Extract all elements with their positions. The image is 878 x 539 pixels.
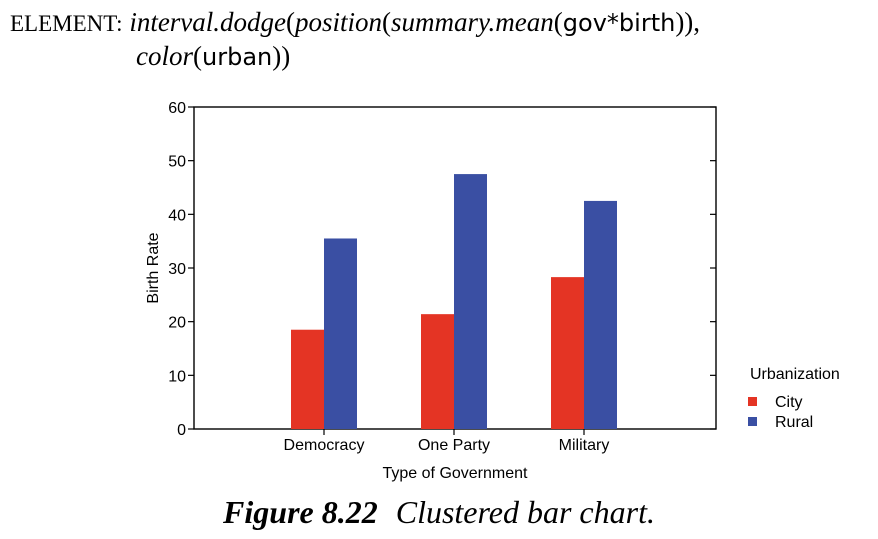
y-tick-label: 10 — [168, 368, 186, 385]
legend-swatch-city — [748, 397, 757, 406]
y-tick-label: 0 — [177, 422, 186, 439]
spec-var: urban — [202, 43, 273, 71]
spec-fn-summary: summary.mean — [391, 7, 554, 37]
spec-line-2: color(urban)) — [136, 40, 700, 73]
graph-spec: ELEMENT: interval.dodge(position(summary… — [10, 6, 700, 73]
figure-caption: Figure 8.22 Clustered bar chart. — [0, 494, 878, 531]
legend-title: Urbanization — [750, 366, 840, 383]
spec-paren: )), — [675, 7, 701, 37]
bar-rural-democracy — [324, 238, 357, 429]
caption-text: Clustered bar chart. — [395, 494, 655, 530]
spec-fn-color: color — [136, 41, 193, 71]
y-tick-label: 40 — [168, 207, 186, 224]
bar-rural-military — [584, 200, 617, 429]
bar-city-military — [551, 277, 584, 429]
y-axis-label: Birth Rate — [145, 232, 162, 303]
spec-fn-interval: interval.dodge — [129, 7, 287, 37]
bar-city-one-party — [421, 314, 454, 429]
spec-paren: ( — [553, 7, 563, 37]
y-tick-label: 50 — [168, 154, 186, 171]
spec-paren: ( — [382, 7, 392, 37]
bar-rural-one-party — [454, 174, 487, 429]
spec-paren: ( — [286, 7, 296, 37]
legend-swatch-rural — [748, 417, 757, 426]
bar-city-democracy — [291, 329, 324, 429]
legend-label-city: City — [775, 394, 803, 411]
spec-paren: ( — [193, 41, 202, 71]
y-tick-label: 30 — [168, 261, 186, 278]
x-tick-label: Military — [559, 437, 610, 454]
x-tick-label: Democracy — [284, 437, 365, 454]
spec-prefix: ELEMENT: — [10, 11, 123, 36]
y-tick-label: 60 — [168, 100, 186, 117]
spec-paren: )) — [272, 41, 291, 71]
x-axis-label: Type of Government — [383, 465, 529, 482]
spec-expr: gov*birth — [562, 9, 676, 37]
x-tick-label: One Party — [418, 437, 490, 454]
y-tick-label: 20 — [168, 315, 186, 332]
caption-label: Figure 8.22 — [223, 494, 378, 530]
spec-line-1: ELEMENT: interval.dodge(position(summary… — [10, 6, 700, 40]
legend-label-rural: Rural — [775, 414, 813, 431]
spec-fn-position: position — [295, 7, 383, 37]
